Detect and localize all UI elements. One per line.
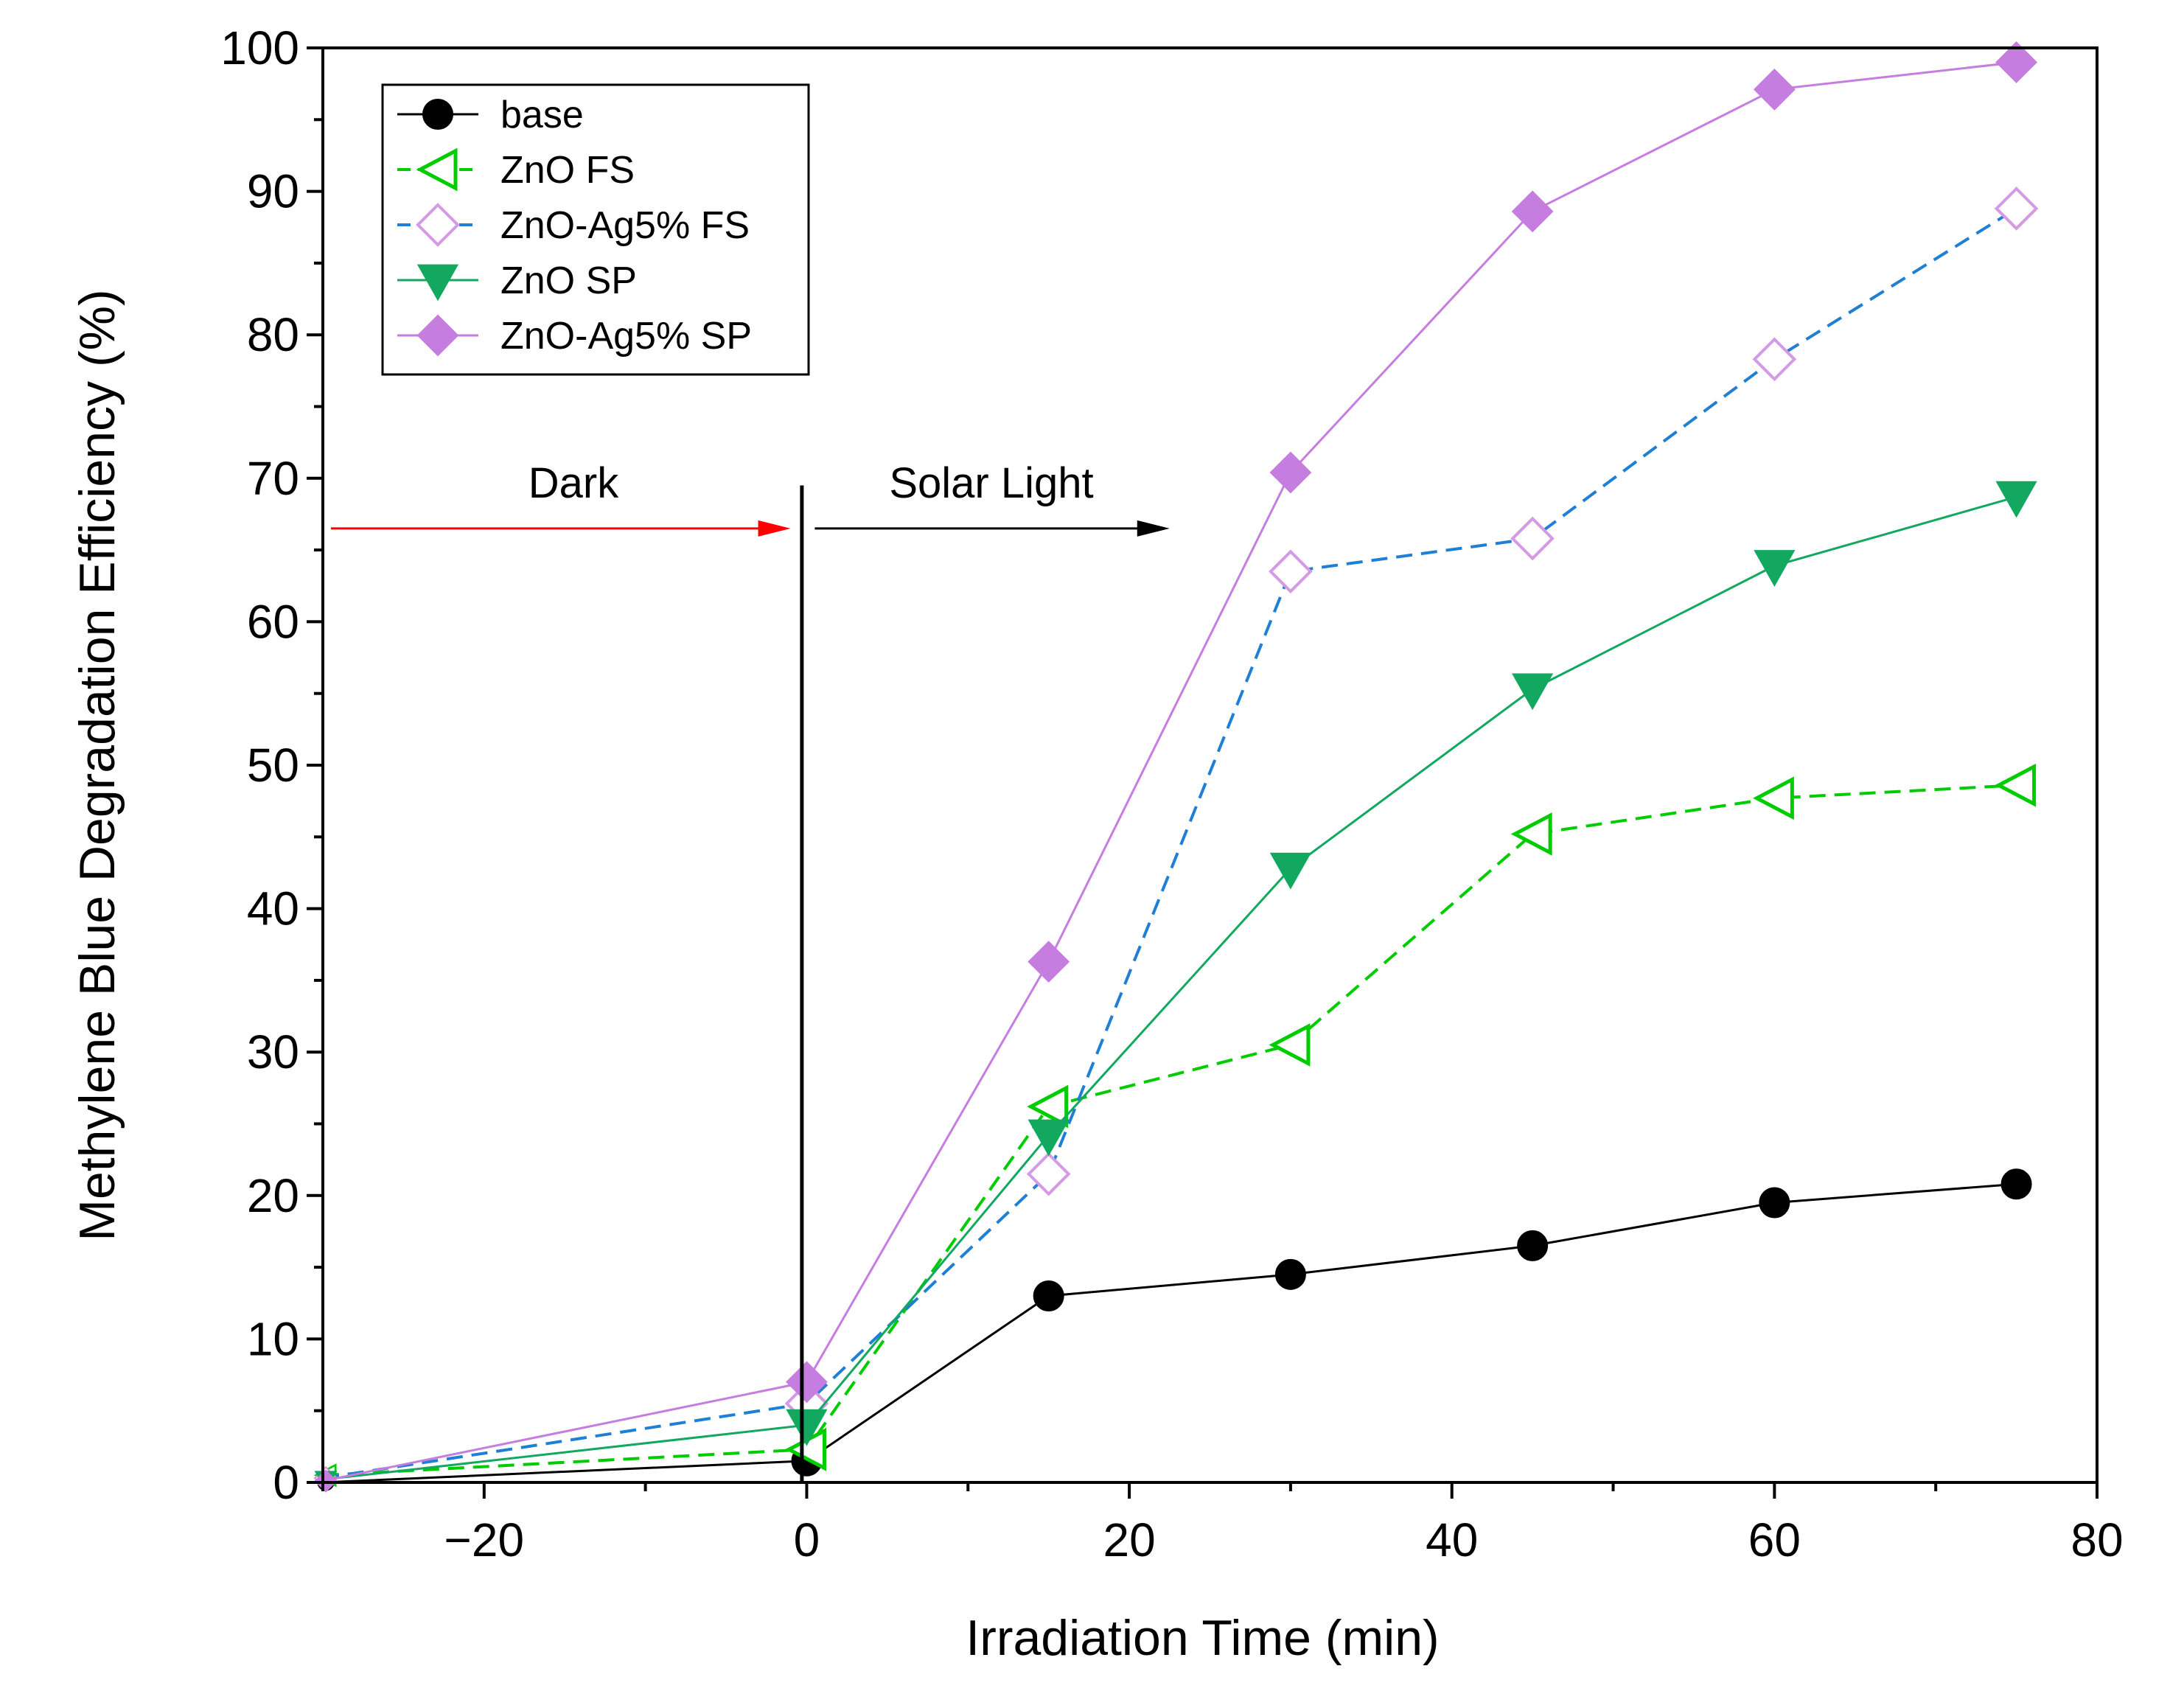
- legend: base ZnO FS ZnO-Ag5% FS ZnO SP ZnO-Ag5% SP: [381, 83, 810, 376]
- y-tick-label: 10: [247, 1312, 299, 1365]
- y-tick-label: 50: [247, 739, 299, 792]
- y-tick-label: 20: [247, 1169, 299, 1222]
- annotation-solar-light-label: Solar Light: [889, 459, 1093, 507]
- data-point: [786, 1361, 828, 1404]
- series-base: [317, 1168, 2032, 1491]
- data-point: [1026, 1151, 1071, 1196]
- y-axis-title: Methylene Blue Degradation Efficiency (%…: [69, 289, 125, 1241]
- y-tick-label: 60: [247, 595, 299, 648]
- y-tick-label: 80: [247, 308, 299, 361]
- legend-marker-swatch: [416, 264, 459, 301]
- annotation-arrow-head: [1137, 520, 1170, 537]
- series-layer: [313, 41, 2039, 1493]
- series-zno-sp: [314, 481, 2037, 1491]
- x-axis-title: Irradiation Time (min): [966, 1610, 1439, 1666]
- x-tick-label: 40: [1426, 1513, 1478, 1566]
- y-tick-label: 40: [247, 882, 299, 935]
- data-point: [1511, 190, 1554, 233]
- legend-label: base: [500, 94, 584, 136]
- legend-entry: ZnO-Ag5% FS: [397, 203, 750, 247]
- data-point: [1028, 941, 1070, 983]
- data-point: [1995, 481, 2037, 518]
- y-tick-label: 70: [247, 452, 299, 505]
- legend-marker-swatch: [416, 147, 458, 192]
- data-point: [1269, 451, 1312, 494]
- data-point: [1510, 812, 1552, 856]
- data-point: [1752, 337, 1797, 382]
- legend-marker-swatch: [416, 203, 460, 247]
- annotation-arrow-head: [758, 520, 791, 537]
- legend-marker-swatch: [422, 99, 453, 130]
- y-tick-label: 100: [220, 21, 299, 74]
- x-tick-label: 80: [2070, 1513, 2123, 1566]
- data-point: [1512, 673, 1554, 711]
- data-point: [1510, 516, 1555, 561]
- data-point: [1033, 1280, 1064, 1312]
- x-tick-label: 20: [1103, 1513, 1155, 1566]
- series-zno-ag5-sp: [314, 41, 2038, 1493]
- data-point: [1752, 776, 1794, 820]
- data-point: [1274, 1258, 1306, 1290]
- data-point: [2000, 1168, 2032, 1200]
- x-tick-label: 0: [794, 1513, 820, 1566]
- data-point: [1994, 187, 2039, 231]
- legend-marker-swatch: [416, 314, 459, 357]
- y-tick-label: 90: [247, 165, 299, 218]
- data-point: [1759, 1187, 1790, 1219]
- data-point: [1995, 763, 2037, 807]
- y-tick-label: 30: [247, 1025, 299, 1078]
- legend-label: ZnO SP: [500, 259, 637, 302]
- data-point: [1754, 550, 1796, 587]
- data-point: [1028, 1119, 1070, 1157]
- legend-label: ZnO-Ag5% SP: [500, 315, 752, 358]
- y-tick-label: 0: [273, 1456, 299, 1509]
- x-tick-label: 60: [1748, 1513, 1801, 1566]
- data-point: [786, 1409, 828, 1446]
- data-point: [1027, 1084, 1069, 1129]
- data-point: [1269, 549, 1313, 594]
- legend-entry: ZnO-Ag5% SP: [397, 314, 752, 358]
- data-point: [1269, 852, 1312, 890]
- data-point: [1995, 41, 2038, 83]
- x-tick-label: −20: [444, 1513, 525, 1566]
- data-point: [1517, 1230, 1549, 1261]
- data-point: [1269, 1023, 1311, 1067]
- legend-entry: base: [397, 94, 584, 136]
- legend-entry: ZnO FS: [397, 147, 635, 192]
- legend-label: ZnO FS: [500, 149, 635, 192]
- annotation-layer: Dark Solar Light: [330, 459, 1170, 1482]
- axes-layer: 0 10 20 30 40 50 60 70 80 90 100 −20 0 20 40 60 80 Irradi…: [69, 21, 2124, 1666]
- annotation-dark-label: Dark: [528, 459, 619, 507]
- data-point: [1753, 69, 1796, 111]
- legend-entry: ZnO SP: [397, 259, 637, 302]
- legend-label: ZnO-Ag5% FS: [500, 204, 750, 247]
